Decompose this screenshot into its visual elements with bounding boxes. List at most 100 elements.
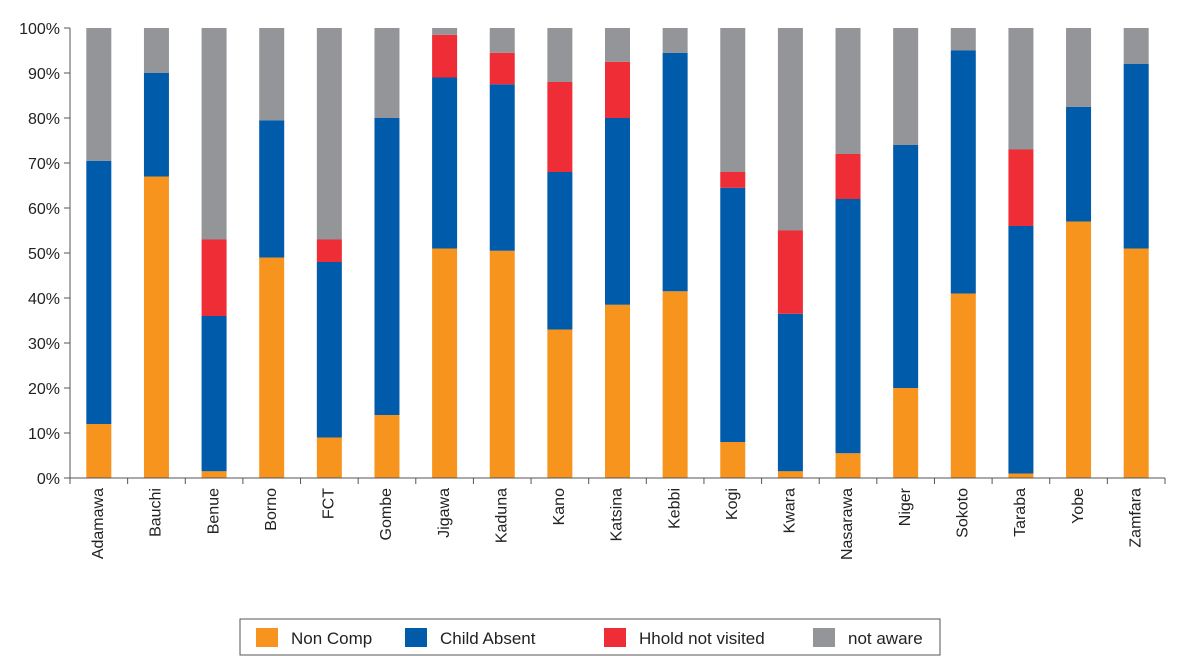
bar-segment bbox=[547, 28, 573, 82]
bar-segment bbox=[316, 28, 342, 240]
bar-segment bbox=[1123, 248, 1149, 478]
x-tick-label: Gombe bbox=[378, 488, 395, 541]
plot-area bbox=[86, 28, 1149, 478]
bar-segment bbox=[950, 28, 976, 51]
bar-segment bbox=[489, 52, 515, 85]
bar-segment bbox=[1008, 28, 1034, 150]
legend-swatch bbox=[813, 628, 835, 647]
x-tick-label: FCT bbox=[321, 488, 338, 519]
y-tick-label: 60% bbox=[28, 201, 60, 218]
bar-segment bbox=[893, 145, 919, 388]
bar-segment bbox=[950, 50, 976, 294]
x-tick-label: Kano bbox=[551, 488, 568, 525]
x-tick-label: Zamfara bbox=[1127, 488, 1144, 548]
bar-segment bbox=[1066, 106, 1092, 222]
bar-segment bbox=[1066, 221, 1092, 478]
bar-segment bbox=[662, 291, 688, 478]
x-tick-label: Kogi bbox=[724, 488, 741, 520]
bar-segment bbox=[316, 437, 342, 478]
y-tick-label: 50% bbox=[28, 246, 60, 263]
x-tick-label: Benue bbox=[205, 488, 222, 534]
x-tick-label: Niger bbox=[897, 487, 914, 526]
bar-segment bbox=[489, 250, 515, 478]
legend-swatch bbox=[405, 628, 427, 647]
bar-segment bbox=[432, 77, 458, 249]
bar-segment bbox=[835, 199, 861, 454]
bar-segment bbox=[605, 304, 630, 478]
bar-segment bbox=[662, 28, 688, 53]
legend: Non Comp Child Absent Hhold not visited not… bbox=[239, 618, 941, 656]
bar-segment bbox=[201, 28, 227, 240]
bar-segment bbox=[259, 257, 285, 478]
bar-segment bbox=[777, 471, 803, 478]
bar-segment bbox=[1123, 28, 1149, 64]
bar-segment bbox=[547, 329, 573, 478]
x-tick-label: Nasarawa bbox=[839, 488, 856, 560]
legend-label: Non Comp bbox=[291, 629, 372, 648]
bar-segment bbox=[86, 28, 112, 161]
bar-segment bbox=[777, 230, 803, 314]
y-tick-label: 0% bbox=[37, 471, 60, 488]
bar-segment bbox=[201, 239, 227, 316]
bar-segment bbox=[201, 316, 227, 472]
x-tick-label: Borno bbox=[263, 488, 280, 531]
bar-segment bbox=[605, 118, 630, 305]
x-tick-label: Yobe bbox=[1070, 488, 1087, 524]
axes: 0% 10% 20% 30% 40% 50% 60% 70% 80% 90% 100% Adamawa… bbox=[19, 21, 1166, 560]
bar-segment bbox=[777, 313, 803, 472]
x-tick-label: Kwara bbox=[782, 488, 799, 533]
bar-segment bbox=[143, 73, 169, 177]
bar-segment bbox=[1066, 28, 1092, 107]
bar-segment bbox=[547, 172, 573, 330]
legend-swatch bbox=[604, 628, 626, 647]
bar-segment bbox=[720, 187, 746, 442]
y-tick-label: 10% bbox=[28, 426, 60, 443]
bar-segment bbox=[316, 239, 342, 262]
bar-segment bbox=[835, 28, 861, 154]
y-tick-label: 30% bbox=[28, 336, 60, 353]
legend-label: not aware bbox=[848, 629, 923, 648]
x-tick-label: Kaduna bbox=[493, 488, 510, 543]
x-tick-label: Taraba bbox=[1012, 488, 1029, 537]
bar-segment bbox=[1123, 64, 1149, 249]
bar-segment bbox=[835, 154, 861, 199]
bar-segment bbox=[316, 262, 342, 438]
bar-segment bbox=[720, 28, 746, 172]
bar-segment bbox=[143, 176, 169, 478]
x-tick-label: Katsina bbox=[609, 488, 626, 541]
bar-segment bbox=[86, 160, 112, 424]
bar-segment bbox=[1008, 149, 1034, 226]
y-tick-label: 90% bbox=[28, 66, 60, 83]
bar-segment bbox=[143, 28, 169, 73]
bar-segment bbox=[950, 293, 976, 478]
bar-segment bbox=[777, 28, 803, 231]
bar-segment bbox=[432, 248, 458, 478]
bar-segment bbox=[432, 28, 458, 35]
bar-segment bbox=[547, 82, 573, 172]
bar-segment bbox=[374, 118, 400, 415]
bar-segment bbox=[662, 52, 688, 292]
legend-label: Child Absent bbox=[440, 629, 536, 648]
bar-segment bbox=[432, 34, 458, 78]
bar-segment bbox=[374, 28, 400, 118]
bar-segment bbox=[259, 120, 285, 258]
y-tick-label: 40% bbox=[28, 291, 60, 308]
x-tick-label: Kebbi bbox=[666, 488, 683, 529]
bar-segment bbox=[374, 415, 400, 478]
bar-segment bbox=[1008, 473, 1034, 478]
y-tick-label: 20% bbox=[28, 381, 60, 398]
legend-label: Hhold not visited bbox=[639, 629, 765, 648]
bar-segment bbox=[893, 28, 919, 145]
bar-segment bbox=[489, 84, 515, 251]
x-tick-label: Adamawa bbox=[90, 488, 107, 559]
bar-segment bbox=[893, 388, 919, 478]
bar-segment bbox=[86, 424, 112, 478]
x-tick-label: Jigawa bbox=[436, 488, 453, 538]
bar-segment bbox=[605, 61, 630, 118]
bar-segment bbox=[605, 28, 630, 62]
y-tick-label: 100% bbox=[19, 21, 60, 38]
bar-segment bbox=[720, 442, 746, 478]
x-tick-label: Sokoto bbox=[955, 488, 972, 538]
